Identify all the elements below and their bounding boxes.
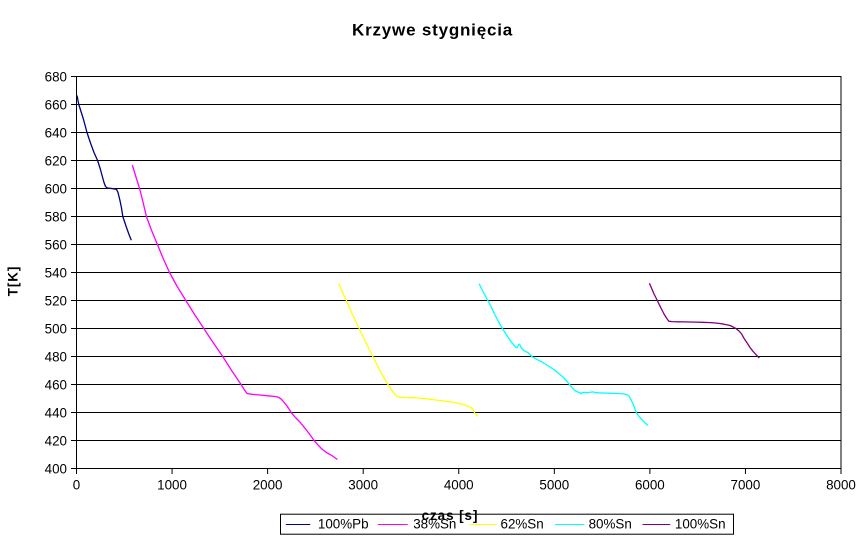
- svg-text:660: 660: [45, 97, 67, 112]
- svg-text:480: 480: [45, 349, 67, 364]
- svg-text:80%Sn: 80%Sn: [589, 516, 632, 531]
- svg-text:38%Sn: 38%Sn: [413, 516, 456, 531]
- svg-text:640: 640: [45, 125, 67, 140]
- svg-text:520: 520: [45, 293, 67, 308]
- svg-text:600: 600: [45, 181, 67, 196]
- svg-text:460: 460: [45, 377, 67, 392]
- svg-text:680: 680: [45, 69, 67, 84]
- svg-text:5000: 5000: [539, 478, 569, 493]
- svg-text:2000: 2000: [253, 478, 283, 493]
- svg-text:400: 400: [45, 461, 67, 476]
- svg-text:7000: 7000: [731, 478, 761, 493]
- svg-text:420: 420: [45, 433, 67, 448]
- svg-text:580: 580: [45, 209, 67, 224]
- svg-text:100%Pb: 100%Pb: [318, 516, 369, 531]
- svg-text:4000: 4000: [444, 478, 474, 493]
- svg-text:560: 560: [45, 237, 67, 252]
- svg-text:3000: 3000: [348, 478, 378, 493]
- svg-text:czas [s]: czas [s]: [422, 508, 479, 523]
- svg-text:500: 500: [45, 321, 67, 336]
- svg-text:Krzywe stygnięcia: Krzywe stygnięcia: [352, 21, 513, 40]
- svg-text:0: 0: [73, 478, 80, 493]
- svg-text:8000: 8000: [826, 478, 856, 493]
- svg-text:620: 620: [45, 153, 67, 168]
- svg-text:1000: 1000: [157, 478, 187, 493]
- svg-text:100%Sn: 100%Sn: [675, 516, 726, 531]
- svg-text:6000: 6000: [635, 478, 665, 493]
- svg-text:T[K]: T[K]: [6, 266, 21, 297]
- svg-text:440: 440: [45, 405, 67, 420]
- svg-text:540: 540: [45, 265, 67, 280]
- svg-text:62%Sn: 62%Sn: [501, 516, 544, 531]
